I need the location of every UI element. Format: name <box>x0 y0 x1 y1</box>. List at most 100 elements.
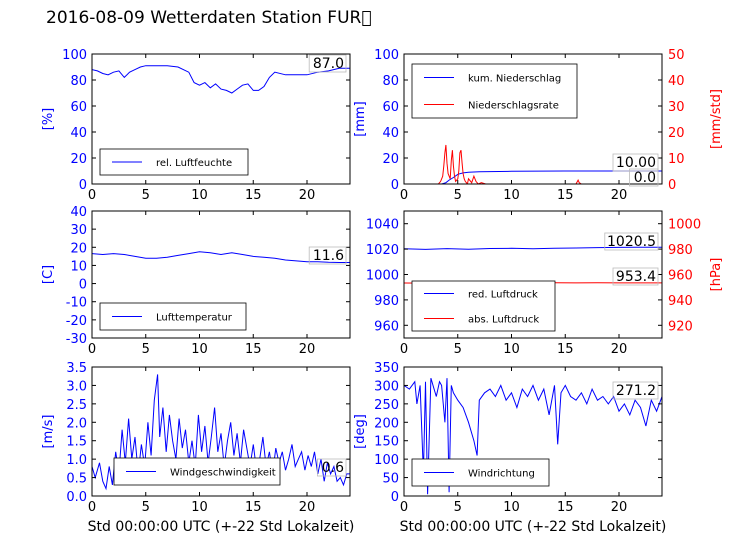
y-right-axis-label: [hPa] <box>709 258 724 292</box>
x-tick-label: 15 <box>557 188 574 203</box>
y-axis-label: [mm] <box>353 101 368 136</box>
y-tick-label: 3.5 <box>66 361 87 376</box>
value-label-box <box>604 232 659 251</box>
y-tick-label: 50 <box>382 472 399 487</box>
y-right-tick-label: 30 <box>668 100 685 115</box>
y-tick-label: 350 <box>374 361 399 376</box>
y-tick-label: 1040 <box>366 218 399 233</box>
y-tick-label: 20 <box>70 241 87 256</box>
y-tick-label: 0 <box>79 178 87 193</box>
y-tick-label: 10 <box>70 259 87 274</box>
y-tick-label: 1020 <box>366 243 399 258</box>
y-right-tick-label: 920 <box>668 319 693 334</box>
y-tick-label: 0 <box>79 278 87 293</box>
y-tick-label: 40 <box>70 205 87 220</box>
x-tick-label: 5 <box>454 500 462 515</box>
y-right-tick-label: 940 <box>668 294 693 309</box>
y-tick-label: 60 <box>70 100 87 115</box>
value-label-box <box>612 153 659 172</box>
y-right-tick-label: 10 <box>668 152 685 167</box>
x-tick-label: 0 <box>88 342 96 357</box>
x-axis-label: Std 00:00:00 UTC (+-22 Std Lokalzeit) <box>400 519 667 535</box>
legend-box <box>411 280 556 332</box>
y-tick-label: 200 <box>374 416 399 431</box>
y-tick-label: 300 <box>374 379 399 394</box>
y-tick-label: 20 <box>382 152 399 167</box>
y-tick-label: 80 <box>70 74 87 89</box>
series-line-4-0 <box>92 374 350 491</box>
y-tick-label: 150 <box>374 435 399 450</box>
x-axis-label: Std 00:00:00 UTC (+-22 Std Lokalzeit) <box>88 519 355 535</box>
series-line-3-0 <box>404 246 662 250</box>
legend-entry: Niederschlagsrate <box>468 101 559 112</box>
y-tick-label: 100 <box>374 48 399 63</box>
x-tick-label: 0 <box>88 188 96 203</box>
y-tick-label: 60 <box>382 100 399 115</box>
y-tick-label: 40 <box>70 126 87 141</box>
series-line-2-0 <box>92 251 350 263</box>
y-right-tick-label: 1000 <box>668 218 701 233</box>
x-tick-label: 10 <box>503 500 520 515</box>
value-label-box <box>629 168 659 187</box>
value-label-box <box>308 246 347 265</box>
y-tick-label: 2.5 <box>66 398 87 413</box>
legend-entry: rel. Luftfeuchte <box>156 158 232 169</box>
series-line-0-0 <box>92 65 350 94</box>
y-tick-label: 2.0 <box>66 416 87 431</box>
x-tick-label: 15 <box>557 500 574 515</box>
panel-frame-0 <box>91 53 351 185</box>
panel-frame-4 <box>91 366 351 497</box>
value-label: 271.2 <box>616 383 656 399</box>
x-tick-label: 15 <box>245 342 262 357</box>
y-tick-label: -10 <box>66 296 87 311</box>
x-tick-label: 5 <box>454 188 462 203</box>
y-axis-label: [deg] <box>353 414 368 449</box>
legend-entry: abs. Luftdruck <box>468 315 539 326</box>
y-axis-label: [C] <box>41 265 56 284</box>
y-axis-label: [m/s] <box>41 415 56 449</box>
x-tick-label: 20 <box>299 188 316 203</box>
x-tick-label: 10 <box>503 188 520 203</box>
y-right-tick-label: 20 <box>668 126 685 141</box>
value-label: 953.4 <box>616 269 656 285</box>
x-tick-label: 10 <box>191 500 208 515</box>
y-tick-label: 100 <box>62 48 87 63</box>
legend-box <box>411 63 578 119</box>
x-tick-label: 10 <box>191 342 208 357</box>
y-tick-label: 20 <box>70 152 87 167</box>
y-right-tick-label: 40 <box>668 74 685 89</box>
x-tick-label: 0 <box>88 500 96 515</box>
y-right-tick-label: 0 <box>668 178 676 193</box>
y-tick-label: -30 <box>66 332 87 347</box>
figure-title: 2016-08-09 Wetterdaten Station FUR  <box>46 8 372 28</box>
value-label: 10.00 <box>616 155 656 171</box>
x-tick-label: 5 <box>142 500 150 515</box>
y-tick-label: 1.5 <box>66 435 87 450</box>
legend-entry: Lufttemperatur <box>156 313 233 324</box>
x-tick-label: 20 <box>611 188 628 203</box>
series-line-1-1 <box>404 144 662 184</box>
legend-entry: Windrichtung <box>468 469 535 480</box>
y-tick-label: 40 <box>382 126 399 141</box>
y-tick-label: 980 <box>374 294 399 309</box>
y-tick-label: 0 <box>391 490 399 505</box>
legend-entry: red. Luftdruck <box>468 290 538 301</box>
legend-entry: kum. Niederschlag <box>468 74 561 85</box>
value-label-box <box>308 54 347 73</box>
series-line-5-0 <box>404 377 662 495</box>
x-tick-label: 20 <box>299 500 316 515</box>
value-label: 87.0 <box>313 56 344 72</box>
x-tick-label: 0 <box>400 342 408 357</box>
x-tick-label: 20 <box>611 342 628 357</box>
y-axis-label: [%] <box>41 108 56 131</box>
x-tick-label: 15 <box>245 188 262 203</box>
y-tick-label: 0.0 <box>66 490 87 505</box>
y-right-tick-label: 50 <box>668 48 685 63</box>
y-tick-label: 30 <box>70 223 87 238</box>
y-tick-label: 0 <box>391 178 399 193</box>
x-tick-label: 20 <box>299 342 316 357</box>
y-right-axis-label: [mm/std] <box>709 89 724 149</box>
x-tick-label: 10 <box>191 188 208 203</box>
